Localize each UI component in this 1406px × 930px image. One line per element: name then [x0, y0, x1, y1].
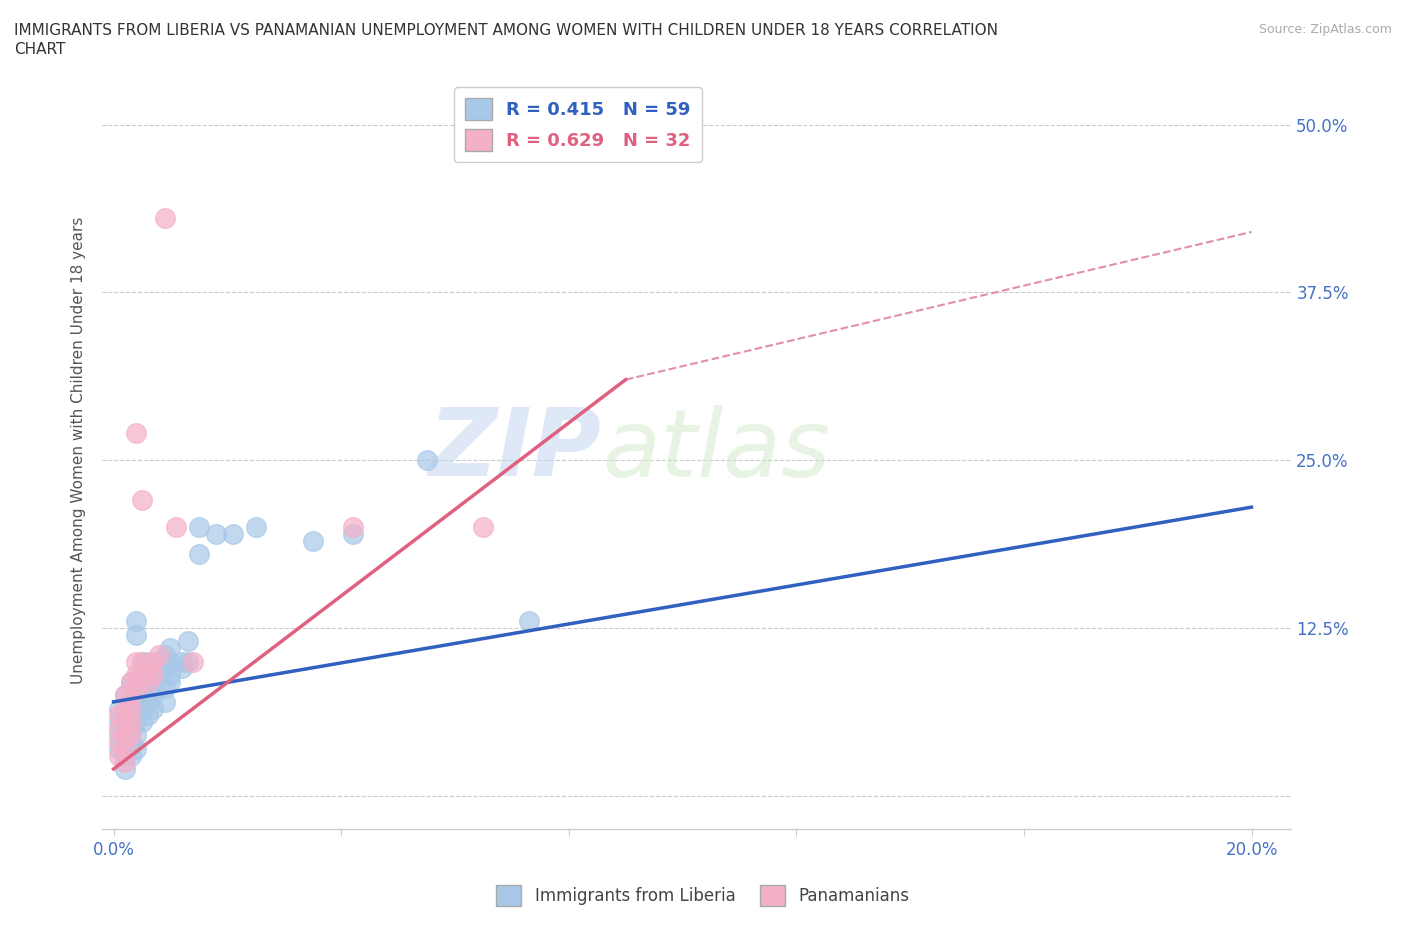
Point	[114, 728, 136, 743]
Point	[342, 520, 364, 535]
Point	[114, 687, 136, 702]
Point	[245, 520, 267, 535]
Point	[142, 668, 165, 683]
Point	[153, 211, 176, 226]
Point	[120, 708, 142, 723]
Point	[131, 681, 153, 696]
Point	[125, 614, 148, 629]
Point	[131, 654, 153, 669]
Point	[131, 493, 153, 508]
Point	[342, 526, 364, 541]
Point	[181, 654, 204, 669]
Point	[187, 547, 209, 562]
Point	[131, 654, 153, 669]
Point	[120, 674, 142, 689]
Point	[125, 687, 148, 702]
Point	[136, 654, 159, 669]
Legend: Immigrants from Liberia, Panamanians: Immigrants from Liberia, Panamanians	[489, 879, 917, 912]
Point	[136, 661, 159, 676]
Point	[472, 520, 495, 535]
Point	[131, 668, 153, 683]
Point	[108, 741, 131, 756]
Point	[125, 668, 148, 683]
Point	[176, 634, 198, 649]
Point	[108, 701, 131, 716]
Point	[136, 708, 159, 723]
Point	[120, 735, 142, 750]
Point	[142, 701, 165, 716]
Point	[125, 701, 148, 716]
Point	[136, 695, 159, 710]
Point	[120, 722, 142, 737]
Point	[125, 728, 148, 743]
Point	[125, 714, 148, 729]
Point	[222, 526, 245, 541]
Point	[108, 735, 131, 750]
Point	[517, 614, 540, 629]
Point	[153, 681, 176, 696]
Point	[148, 647, 170, 662]
Point	[125, 681, 148, 696]
Point	[125, 674, 148, 689]
Point	[120, 674, 142, 689]
Point	[148, 668, 170, 683]
Point	[301, 533, 323, 548]
Point	[131, 701, 153, 716]
Point	[108, 748, 131, 763]
Point	[136, 674, 159, 689]
Point	[153, 647, 176, 662]
Point	[153, 661, 176, 676]
Point	[125, 627, 148, 642]
Point	[108, 708, 131, 723]
Point	[136, 668, 159, 683]
Point	[159, 668, 181, 683]
Point	[120, 687, 142, 702]
Point	[131, 714, 153, 729]
Point	[142, 654, 165, 669]
Point	[108, 714, 131, 729]
Text: ZIP: ZIP	[429, 405, 602, 496]
Point	[148, 654, 170, 669]
Point	[415, 453, 437, 468]
Point	[120, 728, 142, 743]
Text: IMMIGRANTS FROM LIBERIA VS PANAMANIAN UNEMPLOYMENT AMONG WOMEN WITH CHILDREN UND: IMMIGRANTS FROM LIBERIA VS PANAMANIAN UN…	[14, 23, 998, 38]
Point	[120, 748, 142, 763]
Text: CHART: CHART	[14, 42, 66, 57]
Point	[125, 741, 148, 756]
Point	[114, 762, 136, 777]
Legend: R = 0.415   N = 59, R = 0.629   N = 32: R = 0.415 N = 59, R = 0.629 N = 32	[454, 87, 702, 162]
Point	[159, 641, 181, 656]
Point	[114, 748, 136, 763]
Point	[120, 714, 142, 729]
Point	[120, 701, 142, 716]
Point	[165, 520, 187, 535]
Point	[114, 728, 136, 743]
Point	[114, 714, 136, 729]
Point	[114, 714, 136, 729]
Point	[125, 426, 148, 441]
Point	[142, 687, 165, 702]
Point	[108, 722, 131, 737]
Text: atlas: atlas	[602, 405, 830, 496]
Y-axis label: Unemployment Among Women with Children Under 18 years: Unemployment Among Women with Children U…	[72, 217, 86, 684]
Point	[142, 661, 165, 676]
Point	[159, 674, 181, 689]
Point	[159, 654, 181, 669]
Point	[125, 654, 148, 669]
Point	[153, 695, 176, 710]
Point	[114, 755, 136, 770]
Point	[142, 674, 165, 689]
Point	[170, 661, 193, 676]
Text: Source: ZipAtlas.com: Source: ZipAtlas.com	[1258, 23, 1392, 36]
Point	[114, 687, 136, 702]
Point	[170, 654, 193, 669]
Point	[120, 695, 142, 710]
Point	[108, 728, 131, 743]
Point	[114, 741, 136, 756]
Point	[131, 668, 153, 683]
Point	[176, 654, 198, 669]
Point	[114, 701, 136, 716]
Point	[187, 520, 209, 535]
Point	[205, 526, 228, 541]
